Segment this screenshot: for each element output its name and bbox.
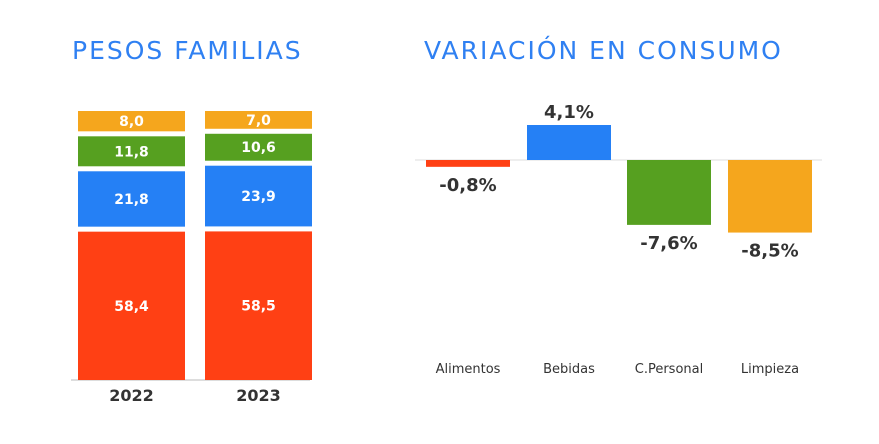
variation-value-label: -8,5% (741, 241, 798, 262)
stack-bar-2022-segment-1 (78, 231, 185, 380)
variation-bar-limpieza (728, 160, 812, 233)
variation-category-label: Limpieza (741, 362, 799, 377)
variation-value-label: -7,6% (640, 233, 697, 254)
stack-x-tick-label: 2023 (236, 386, 281, 405)
stack-segment-label: 58,5 (241, 299, 276, 315)
stack-segment-label: 21,8 (114, 192, 149, 208)
stack-segment-label: 23,9 (241, 189, 276, 205)
stack-bar-2023-segment-3 (205, 133, 312, 161)
stack-bar-2022-segment-3 (78, 136, 185, 167)
stack-segment-label: 11,8 (114, 144, 149, 160)
stack-segment-label: 58,4 (114, 299, 149, 315)
variation-category-label: Alimentos (436, 362, 501, 377)
stack-x-tick-label: 2022 (109, 386, 154, 405)
stack-segment-label: 8,0 (119, 114, 144, 130)
chart-title-variacion-consumo: VARIACIÓN EN CONSUMO (424, 36, 783, 65)
stack-segment-label: 7,0 (246, 113, 271, 129)
stack-bar-2023-segment-1 (205, 231, 312, 380)
variation-value-label: 4,1% (544, 102, 594, 123)
stack-bar-2023-segment-2 (205, 165, 312, 227)
stack-segment-label: 10,6 (241, 140, 276, 156)
variation-value-label: -0,8% (439, 175, 496, 196)
stack-bar-2023-segment-4 (205, 111, 312, 129)
stack-bar-2022-segment-4 (78, 111, 185, 132)
chart-title-pesos-familias: PESOS FAMILIAS (72, 36, 303, 65)
variation-category-label: C.Personal (635, 362, 703, 377)
variation-bar-cpersonal (627, 160, 711, 225)
variation-category-label: Bebidas (543, 362, 595, 377)
variation-bar-bebidas (527, 125, 611, 160)
stack-bar-2022-segment-2 (78, 171, 185, 227)
variation-bar-alimentos (426, 160, 510, 167)
